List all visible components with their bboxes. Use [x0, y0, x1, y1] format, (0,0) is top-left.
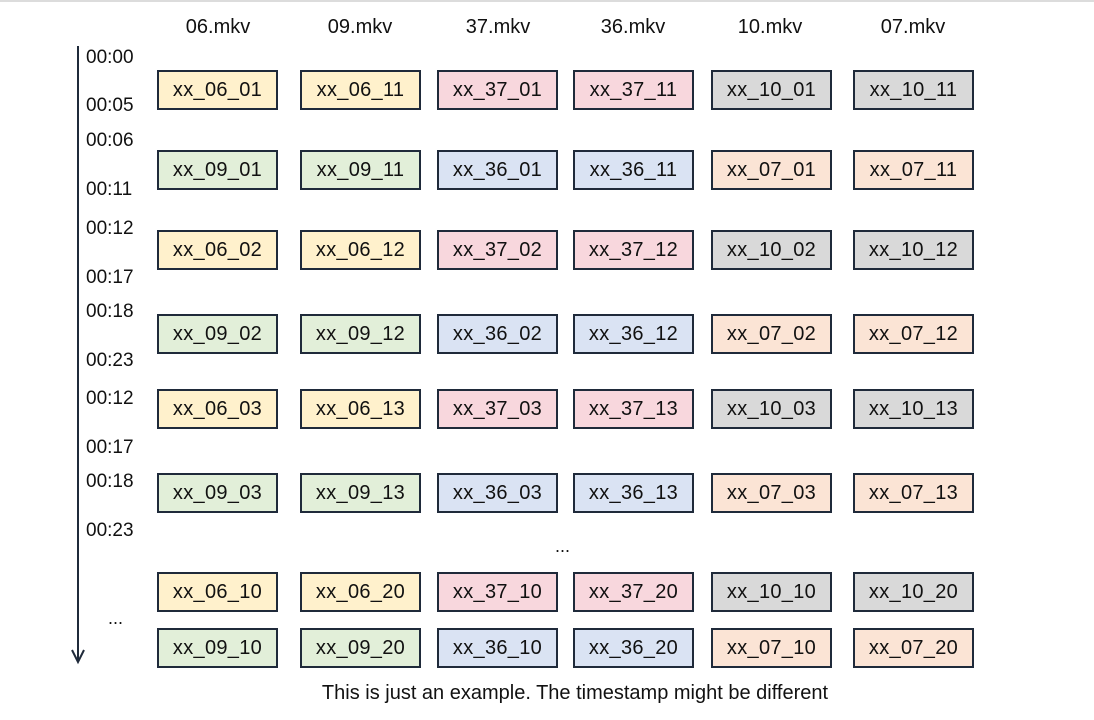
time-label: 00:17: [86, 437, 134, 458]
clip-box: xx_09_20: [300, 628, 421, 668]
time-label: 00:23: [86, 350, 134, 371]
clip-box: xx_07_12: [853, 314, 974, 354]
clip-box: xx_37_11: [573, 70, 694, 110]
clip-box: xx_07_02: [711, 314, 832, 354]
clip-box: xx_36_10: [437, 628, 558, 668]
column-header: 37.mkv: [465, 16, 531, 38]
column-header: 07.mkv: [880, 16, 946, 38]
clip-box: xx_10_02: [711, 230, 832, 270]
clip-box: xx_10_01: [711, 70, 832, 110]
clip-box: xx_07_11: [853, 150, 974, 190]
clip-box: xx_10_10: [711, 572, 832, 612]
clip-box: xx_36_13: [573, 473, 694, 513]
clip-box: xx_36_11: [573, 150, 694, 190]
clip-box: xx_36_12: [573, 314, 694, 354]
time-label: 00:00: [86, 47, 134, 68]
time-label: 00:18: [86, 301, 134, 322]
time-label: 00:06: [86, 130, 134, 151]
clip-box: xx_10_11: [853, 70, 974, 110]
clip-box: xx_06_03: [157, 389, 278, 429]
clip-box: xx_06_02: [157, 230, 278, 270]
clip-box: xx_07_20: [853, 628, 974, 668]
middle-ellipsis: ...: [555, 536, 571, 556]
time-label: 00:23: [86, 520, 134, 541]
time-label: 00:11: [86, 179, 133, 200]
clip-box: xx_37_20: [573, 572, 694, 612]
column-header: 10.mkv: [737, 16, 803, 38]
clip-box: xx_37_13: [573, 389, 694, 429]
clip-box: xx_06_13: [300, 389, 421, 429]
clip-box: xx_09_02: [157, 314, 278, 354]
clip-box: xx_09_03: [157, 473, 278, 513]
clip-box: xx_06_01: [157, 70, 278, 110]
clip-box: xx_37_02: [437, 230, 558, 270]
clip-box: xx_07_01: [711, 150, 832, 190]
clip-box: xx_09_01: [157, 150, 278, 190]
top-divider: [0, 0, 1094, 2]
column-header: 09.mkv: [327, 16, 393, 38]
clip-box: xx_10_12: [853, 230, 974, 270]
arrow-down-icon: [71, 649, 85, 665]
clip-box: xx_36_01: [437, 150, 558, 190]
clip-box: xx_09_10: [157, 628, 278, 668]
clip-box: xx_10_03: [711, 389, 832, 429]
clip-box: xx_10_20: [853, 572, 974, 612]
clip-box: xx_36_02: [437, 314, 558, 354]
time-label: 00:12: [86, 218, 134, 239]
clip-box: xx_06_10: [157, 572, 278, 612]
time-label: 00:17: [86, 267, 134, 288]
clip-box: xx_37_12: [573, 230, 694, 270]
clip-box: xx_37_01: [437, 70, 558, 110]
clip-box: xx_09_11: [300, 150, 421, 190]
clip-box: xx_07_03: [711, 473, 832, 513]
clip-box: xx_07_13: [853, 473, 974, 513]
clip-box: xx_37_03: [437, 389, 558, 429]
time-label: 00:12: [86, 388, 134, 409]
clip-box: xx_10_13: [853, 389, 974, 429]
clip-box: xx_07_10: [711, 628, 832, 668]
clip-box: xx_06_20: [300, 572, 421, 612]
caption: This is just an example. The timestamp m…: [321, 682, 829, 704]
column-header: 36.mkv: [600, 16, 666, 38]
clip-box: xx_37_10: [437, 572, 558, 612]
time-label: 00:05: [86, 95, 134, 116]
clip-box: xx_36_03: [437, 473, 558, 513]
clip-box: xx_06_12: [300, 230, 421, 270]
clip-box: xx_06_11: [300, 70, 421, 110]
time-label: 00:18: [86, 471, 134, 492]
clip-box: xx_09_13: [300, 473, 421, 513]
column-header: 06.mkv: [185, 16, 251, 38]
clip-box: xx_36_20: [573, 628, 694, 668]
axis-ellipsis: ...: [108, 608, 124, 628]
clip-box: xx_09_12: [300, 314, 421, 354]
